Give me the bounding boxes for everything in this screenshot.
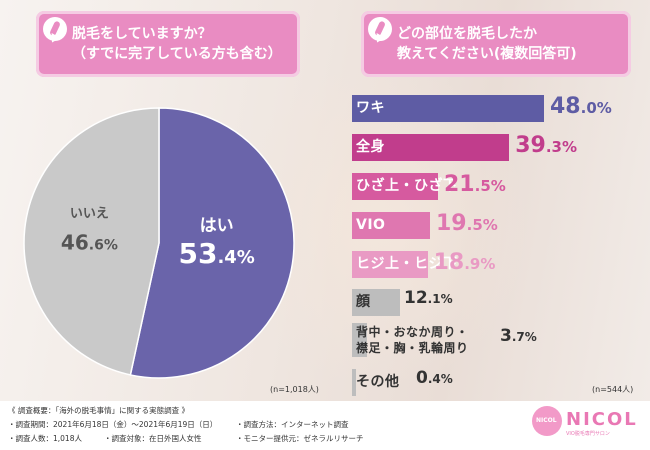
pie-value-label: 53.4%: [178, 237, 254, 270]
question-right-line1: どの部位を脱毛したか: [397, 26, 537, 42]
question-right-text: どの部位を脱毛したか 教えてください(複数回答可): [397, 24, 577, 64]
bar: [352, 173, 438, 200]
logo-name: NICOL: [566, 409, 638, 430]
survey-title: 《 調査概要：「海外の脱毛事情」に関する実態調査 》: [8, 406, 190, 415]
question-left-line1: 脱毛をしていますか？: [72, 26, 212, 42]
bar-category-label-line: その他: [356, 374, 400, 390]
bar-category-label: その他: [356, 372, 400, 392]
bar-value-label: 18.9%: [433, 250, 496, 275]
bar: [352, 289, 401, 316]
right-sample-note: (n=544人): [592, 385, 634, 394]
pie-category-label: いいえ: [70, 207, 109, 222]
left-sample-note: (n=1,018人): [270, 385, 319, 394]
question-box-left: 脱毛をしていますか？ （すでに完了している方も含む）: [36, 11, 300, 77]
bar-category-label: VIO: [356, 215, 385, 235]
question-right-line2: 教えてください(複数回答可): [397, 46, 577, 62]
bar-category-label: ヒジ上・ヒジ下: [356, 254, 458, 274]
bar: [352, 212, 430, 239]
question-left-line2: （すでに完了している方も含む）: [72, 46, 282, 62]
nicol-logo-icon: NICOL: [532, 406, 562, 436]
bar-category-label-line: 襟足・胸・乳輪周り: [356, 341, 469, 355]
bar-category-label-line: 全身: [356, 139, 385, 155]
bar-category-label-line: ひざ上・ひざ下: [356, 178, 458, 194]
bar: [352, 134, 510, 161]
bar-value-label: 0.4%: [416, 368, 453, 388]
bar-category-label-line: 顔: [356, 294, 371, 310]
pie-category-label: はい: [200, 216, 234, 236]
bar: [352, 369, 356, 396]
bar-value-label: 48.0%: [550, 94, 612, 119]
logo-badge-text: NICOL: [536, 417, 557, 424]
pie-slice-no: [23, 107, 160, 376]
bar-category-label: 全身: [356, 137, 385, 157]
bar: [352, 251, 428, 278]
logo-tagline: VIO脱毛専門サロン: [566, 431, 610, 437]
survey-target: ・調査対象：在日外国人女性: [104, 434, 202, 443]
question-left-text: 脱毛をしていますか？ （すでに完了している方も含む）: [72, 24, 282, 64]
bar-category-label-line: VIO: [356, 217, 386, 233]
bar-category-label-line: ヒジ上・ヒジ下: [356, 256, 458, 272]
bar-value-label: 19.5%: [436, 211, 498, 236]
razor-icon: [368, 17, 392, 41]
survey-count: ・調査人数：1,018人: [8, 434, 82, 443]
bar-value-label: 39.3%: [515, 133, 577, 158]
bar-category-label: ワキ: [356, 98, 385, 118]
pie-value-label: 46.6%: [61, 231, 118, 255]
survey-method: ・調査方法：インターネット調査: [236, 420, 349, 429]
bar-category-label: 背中・おなか周り・ 襟足・胸・乳輪周り: [356, 324, 469, 356]
bar: [352, 95, 544, 122]
bar-category-label: 顔: [356, 292, 371, 312]
bar-category-label-line: ワキ: [356, 100, 385, 116]
question-box-right: どの部位を脱毛したか 教えてください(複数回答可): [361, 11, 631, 77]
bar-value-label: 12.1%: [404, 288, 453, 308]
bar-value-label: 3.7%: [500, 326, 537, 346]
bar-category-label: ひざ上・ひざ下: [356, 176, 458, 196]
bar: [352, 323, 367, 357]
bar-value-label: 21.5%: [444, 172, 506, 197]
razor-icon: [43, 17, 67, 41]
survey-provider: ・モニター提供元：ゼネラルリサーチ: [236, 434, 364, 443]
bar-category-label-line: 背中・おなか周り・: [356, 325, 469, 339]
pie-slice-yes: [129, 107, 295, 379]
survey-period: ・調査期間：2021年6月18日（金）〜2021年6月19日（日）: [8, 420, 218, 429]
